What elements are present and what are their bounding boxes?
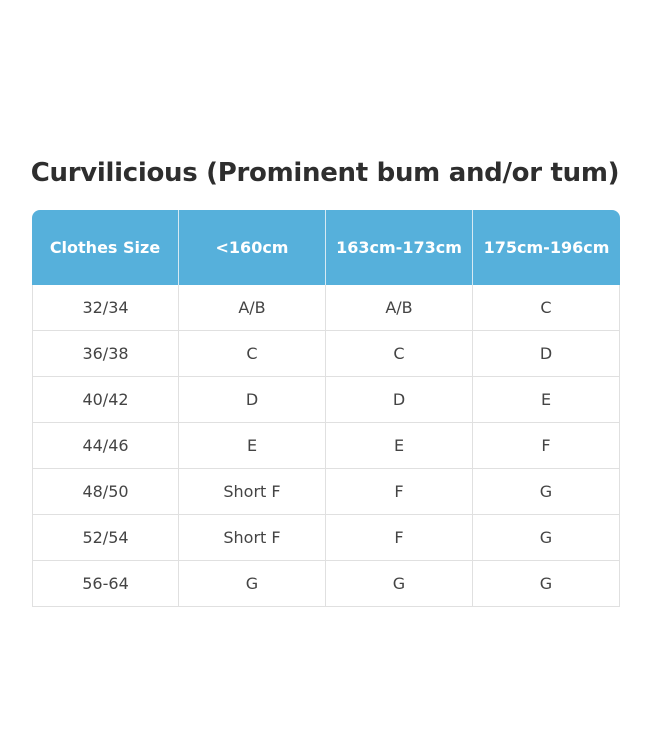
table-cell: 40/42 xyxy=(32,377,179,423)
table-cell: A/B xyxy=(179,285,326,331)
size-chart-table: Clothes Size <160cm 163cm-173cm 175cm-196cm… xyxy=(32,210,620,607)
table-row: 56-64 G G G xyxy=(32,561,620,607)
table-cell: C xyxy=(326,331,473,377)
table-cell: D xyxy=(179,377,326,423)
table-cell: G xyxy=(326,561,473,607)
table-cell: Short F xyxy=(179,515,326,561)
table-cell: F xyxy=(326,469,473,515)
table-cell: 52/54 xyxy=(32,515,179,561)
column-header: 163cm-173cm xyxy=(326,210,473,285)
column-header: 175cm-196cm xyxy=(473,210,620,285)
column-header: <160cm xyxy=(179,210,326,285)
table-cell: 36/38 xyxy=(32,331,179,377)
table-cell: F xyxy=(326,515,473,561)
table-row: 36/38 C C D xyxy=(32,331,620,377)
table-cell: G xyxy=(473,561,620,607)
table-cell: E xyxy=(326,423,473,469)
table-cell: E xyxy=(179,423,326,469)
table-cell: C xyxy=(473,285,620,331)
table-cell: Short F xyxy=(179,469,326,515)
column-header: Clothes Size xyxy=(32,210,179,285)
table-cell: A/B xyxy=(326,285,473,331)
table-row: 40/42 D D E xyxy=(32,377,620,423)
table-cell: G xyxy=(473,469,620,515)
table-cell: F xyxy=(473,423,620,469)
table-cell: G xyxy=(473,515,620,561)
table-cell: 56-64 xyxy=(32,561,179,607)
table-cell: D xyxy=(326,377,473,423)
table-cell: G xyxy=(179,561,326,607)
table-header-row: Clothes Size <160cm 163cm-173cm 175cm-196cm xyxy=(32,210,620,285)
table-cell: E xyxy=(473,377,620,423)
table-cell: 32/34 xyxy=(32,285,179,331)
table-cell: C xyxy=(179,331,326,377)
table-cell: 48/50 xyxy=(32,469,179,515)
table-cell: 44/46 xyxy=(32,423,179,469)
table-row: 44/46 E E F xyxy=(32,423,620,469)
page-title: Curvilicious (Prominent bum and/or tum) xyxy=(30,158,620,188)
table-row: 32/34 A/B A/B C xyxy=(32,285,620,331)
table-cell: D xyxy=(473,331,620,377)
